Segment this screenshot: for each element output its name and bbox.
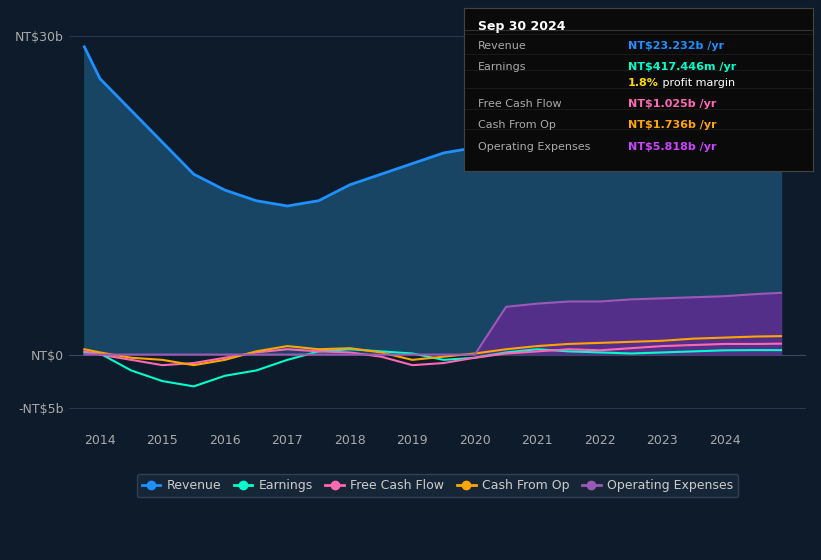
Text: Revenue: Revenue: [478, 41, 526, 51]
Text: NT$23.232b /yr: NT$23.232b /yr: [628, 41, 724, 51]
Text: Sep 30 2024: Sep 30 2024: [478, 20, 566, 33]
Text: Cash From Op: Cash From Op: [478, 120, 556, 130]
Text: NT$1.736b /yr: NT$1.736b /yr: [628, 120, 717, 130]
Text: Earnings: Earnings: [478, 62, 526, 72]
Text: Free Cash Flow: Free Cash Flow: [478, 99, 562, 109]
Text: profit margin: profit margin: [659, 78, 736, 88]
Legend: Revenue, Earnings, Free Cash Flow, Cash From Op, Operating Expenses: Revenue, Earnings, Free Cash Flow, Cash …: [136, 474, 738, 497]
Text: 1.8%: 1.8%: [628, 78, 658, 88]
Text: NT$5.818b /yr: NT$5.818b /yr: [628, 142, 717, 152]
Text: Operating Expenses: Operating Expenses: [478, 142, 590, 152]
Text: NT$1.025b /yr: NT$1.025b /yr: [628, 99, 716, 109]
Text: NT$417.446m /yr: NT$417.446m /yr: [628, 62, 736, 72]
